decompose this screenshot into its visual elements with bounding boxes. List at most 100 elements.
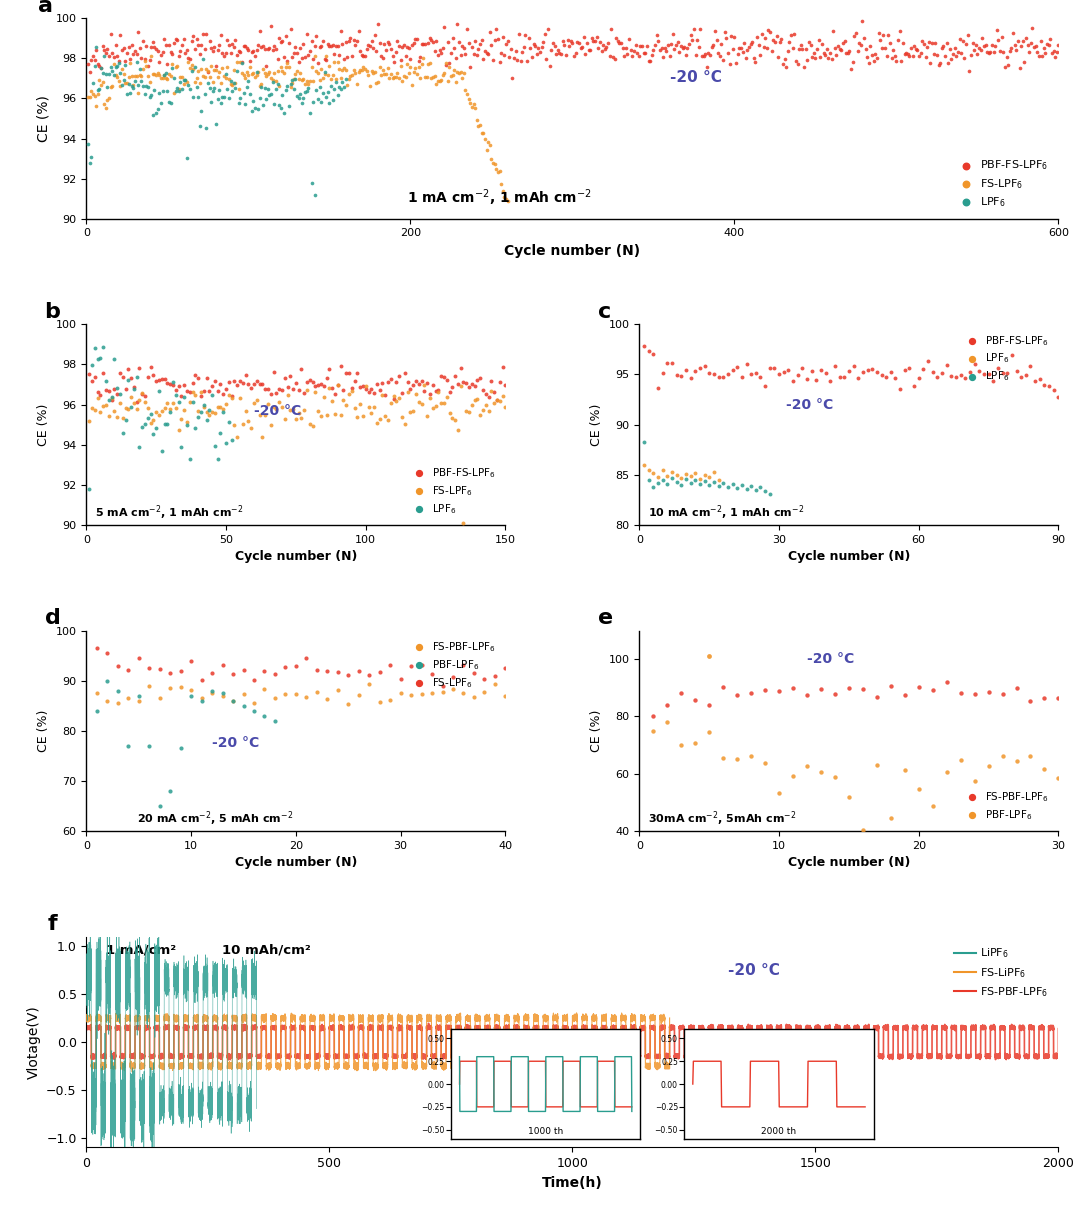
Point (465, 687, 483, 707)
Point (527, 36, 544, 56)
Point (230, 41, 247, 61)
Point (1024, 18, 1041, 38)
Point (312, 407, 329, 426)
Point (443, 66, 460, 85)
Point (117, 380, 134, 399)
Point (83, 370, 100, 390)
Point (181, 382, 199, 402)
Point (251, 76, 269, 96)
Point (748, 27, 766, 46)
Point (173, 409, 190, 429)
Point (153, 401, 171, 420)
Point (206, 403, 224, 422)
Point (640, 460, 658, 480)
Point (687, 45, 704, 64)
Point (159, 393, 176, 413)
Point (120, 399, 137, 419)
Point (132, 66, 149, 85)
Point (180, 49, 198, 68)
Point (687, 470, 704, 489)
Point (350, 685, 367, 704)
Point (203, 92, 220, 112)
Point (259, 380, 276, 399)
Point (211, 81, 228, 101)
Point (770, 783, 787, 802)
Point (104, 44, 121, 63)
Point (427, 67, 444, 86)
Point (372, 57, 389, 76)
Point (91, 56, 108, 75)
Point (83, 81, 99, 101)
Point (329, 663, 347, 682)
Point (726, 28, 743, 47)
Point (80, 55, 97, 74)
Point (791, 39, 808, 58)
Point (167, 29, 185, 49)
Point (460, 378, 477, 397)
Point (478, 141, 496, 160)
Point (81, 63, 98, 83)
Point (660, 35, 677, 55)
Point (181, 392, 199, 412)
Point (100, 407, 118, 426)
Point (381, 34, 399, 53)
Point (361, 665, 378, 685)
Point (240, 374, 257, 393)
Point (126, 67, 144, 86)
Point (220, 373, 238, 392)
Point (692, 19, 710, 39)
Point (833, 40, 850, 59)
Point (654, 470, 672, 489)
Point (185, 87, 202, 107)
Point (969, 44, 986, 63)
Point (214, 58, 231, 78)
Point (670, 33, 687, 52)
Point (326, 404, 343, 424)
Point (488, 19, 505, 39)
Point (355, 57, 373, 76)
Point (729, 358, 746, 378)
Point (365, 384, 382, 403)
Point (940, 53, 957, 73)
Point (206, 436, 224, 455)
Point (415, 49, 432, 68)
Point (465, 664, 483, 683)
Point (246, 46, 264, 66)
Point (424, 398, 442, 418)
Point (463, 374, 481, 393)
Point (343, 379, 361, 398)
Point (296, 401, 313, 420)
Point (804, 361, 821, 380)
Point (430, 380, 447, 399)
Point (919, 38, 936, 57)
Point (195, 397, 213, 416)
Point (756, 376, 773, 396)
Point (243, 102, 260, 121)
Point (125, 379, 143, 398)
Point (269, 62, 286, 81)
Point (114, 409, 132, 429)
Point (456, 38, 473, 57)
Point (582, 40, 599, 59)
Point (232, 42, 249, 62)
Point (910, 47, 928, 67)
Point (172, 738, 189, 758)
Point (391, 68, 408, 87)
Point (423, 30, 441, 50)
Point (229, 61, 246, 80)
Point (220, 69, 238, 89)
Point (117, 398, 134, 418)
Point (645, 463, 662, 482)
Point (201, 401, 218, 420)
Point (411, 47, 429, 67)
Point (469, 370, 486, 390)
Legend: LiPF$_6$, FS-LiPF$_6$, FS-PBF-LPF$_6$: LiPF$_6$, FS-LiPF$_6$, FS-PBF-LPF$_6$ (949, 942, 1053, 1004)
Point (222, 388, 240, 408)
Point (274, 32, 292, 51)
Point (187, 419, 204, 438)
Point (789, 365, 807, 385)
Point (365, 39, 382, 58)
Point (313, 36, 330, 56)
Point (982, 42, 999, 62)
Point (423, 68, 441, 87)
